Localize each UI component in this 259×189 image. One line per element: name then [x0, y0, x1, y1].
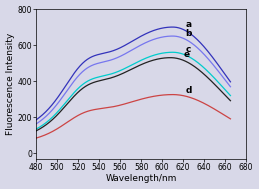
Text: c: c: [185, 45, 191, 54]
Text: d: d: [185, 86, 192, 95]
Y-axis label: Fluorescence Intensity: Fluorescence Intensity: [5, 33, 15, 135]
Text: e: e: [183, 50, 189, 59]
Text: b: b: [185, 29, 192, 38]
Text: a: a: [185, 20, 191, 29]
X-axis label: Wavelength/nm: Wavelength/nm: [105, 174, 177, 184]
